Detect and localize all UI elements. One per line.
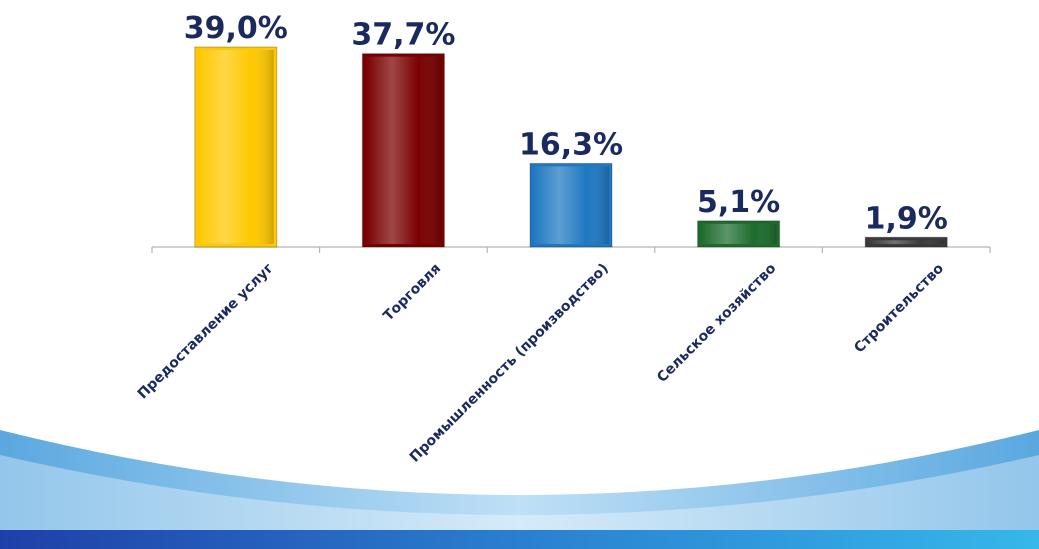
category-label: Торговля [380,261,444,325]
bottom-band [0,530,1039,549]
category-label: Предоставление услуг [135,261,277,403]
bar-value-label: 1,9% [865,201,948,236]
bar-highlight [197,50,274,244]
bar-highlight [868,240,945,244]
bar-value-label: 16,3% [519,127,623,162]
category-label: Строительство [851,260,947,356]
category-label: Сельское хозяйство [654,260,780,386]
background-decoration [0,430,1039,549]
bar-highlight [533,166,609,244]
x-axis [151,246,991,253]
bar-value-label: 39,0% [184,11,288,46]
bar-value-label: 37,7% [351,18,455,53]
wave-shape [0,430,1039,530]
bar-value-label: 5,1% [697,185,780,220]
bars-group: 39,0% Предоставление услуг 37,7% Торговля 16… [135,11,948,466]
bar-highlight [700,223,777,244]
category-label: Промышленность (производство) [407,261,612,466]
bar-highlight [365,56,442,244]
wave-highlight [0,455,1039,530]
